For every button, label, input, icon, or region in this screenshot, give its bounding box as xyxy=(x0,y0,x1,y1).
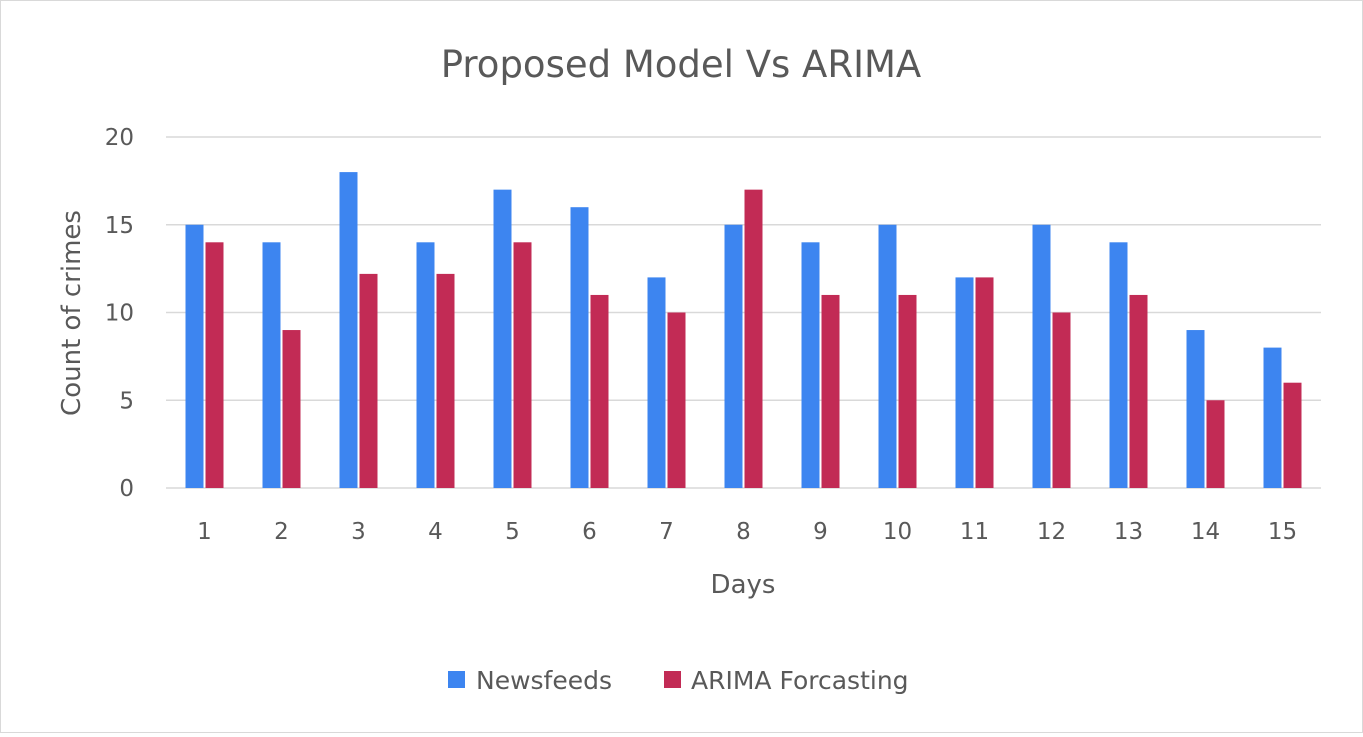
bar-arima-day-5 xyxy=(513,242,532,488)
x-tick-label: 2 xyxy=(274,519,289,545)
x-tick-label: 5 xyxy=(505,519,520,545)
y-tick-label: 10 xyxy=(105,301,134,327)
x-tick-label: 9 xyxy=(813,519,828,545)
gridlines xyxy=(166,136,1321,489)
bar-newsfeeds-day-1 xyxy=(185,224,204,488)
bar-newsfeeds-day-5 xyxy=(493,189,512,488)
x-tick-label: 14 xyxy=(1191,519,1220,545)
bar-newsfeeds-day-15 xyxy=(1263,347,1282,488)
bar-arima-day-14 xyxy=(1206,400,1225,488)
bar-newsfeeds-day-13 xyxy=(1109,242,1128,488)
x-axis-ticks: 1 2 3 4 5 6 7 8 9 10 11 12 13 14 15 xyxy=(197,519,1297,545)
bar-newsfeeds-day-4 xyxy=(416,242,435,488)
bar-newsfeeds-day-10 xyxy=(878,224,897,488)
x-tick-label: 7 xyxy=(659,519,674,545)
bar-newsfeeds-day-3 xyxy=(339,172,358,488)
bar-arima-day-6 xyxy=(590,294,609,488)
bar-newsfeeds-day-7 xyxy=(647,277,666,488)
legend-swatch xyxy=(448,671,465,688)
bar-arima-day-3 xyxy=(359,273,378,488)
y-tick-label: 20 xyxy=(105,125,134,151)
bar-arima-day-9 xyxy=(821,294,840,488)
bar-arima-day-12 xyxy=(1052,312,1071,488)
y-axis-title: Count of crimes xyxy=(57,210,87,416)
x-tick-label: 12 xyxy=(1037,519,1066,545)
chart-title: Proposed Model Vs ARIMA xyxy=(441,43,921,86)
x-tick-label: 6 xyxy=(582,519,597,545)
y-tick-label: 0 xyxy=(119,476,134,502)
x-tick-label: 1 xyxy=(197,519,212,545)
legend-label: ARIMA Forcasting xyxy=(691,666,909,695)
bar-newsfeeds-day-2 xyxy=(262,242,281,488)
x-tick-label: 3 xyxy=(351,519,366,545)
x-tick-label: 13 xyxy=(1114,519,1143,545)
x-tick-label: 4 xyxy=(428,519,443,545)
bar-newsfeeds-day-9 xyxy=(801,242,820,488)
legend: Newsfeeds ARIMA Forcasting xyxy=(448,666,909,695)
bar-arima-day-15 xyxy=(1283,382,1302,488)
y-tick-label: 15 xyxy=(105,213,134,239)
bar-newsfeeds-day-6 xyxy=(570,207,589,488)
x-tick-label: 8 xyxy=(736,519,751,545)
legend-item: Newsfeeds xyxy=(448,666,612,695)
legend-label: Newsfeeds xyxy=(476,666,612,695)
bar-arima-day-2 xyxy=(282,330,301,488)
bar-arima-day-7 xyxy=(667,312,686,488)
bar-arima-day-4 xyxy=(436,273,455,488)
y-axis-ticks: 0 5 10 15 20 xyxy=(105,125,134,502)
bar-newsfeeds-day-11 xyxy=(955,277,974,488)
x-tick-label: 10 xyxy=(883,519,912,545)
bar-newsfeeds-day-8 xyxy=(724,224,743,488)
bar-arima-day-11 xyxy=(975,277,994,488)
bars xyxy=(185,172,1302,488)
bar-newsfeeds-day-14 xyxy=(1186,330,1205,488)
x-tick-label: 11 xyxy=(960,519,989,545)
legend-item: ARIMA Forcasting xyxy=(664,666,909,695)
x-axis-title: Days xyxy=(711,570,776,600)
bar-arima-day-1 xyxy=(205,242,224,488)
bar-arima-day-13 xyxy=(1129,294,1148,488)
bar-newsfeeds-day-12 xyxy=(1032,224,1051,488)
x-tick-label: 15 xyxy=(1268,519,1297,545)
y-tick-label: 5 xyxy=(119,388,134,414)
legend-swatch xyxy=(664,671,681,688)
bar-arima-day-8 xyxy=(744,189,763,488)
bar-arima-day-10 xyxy=(898,294,917,488)
